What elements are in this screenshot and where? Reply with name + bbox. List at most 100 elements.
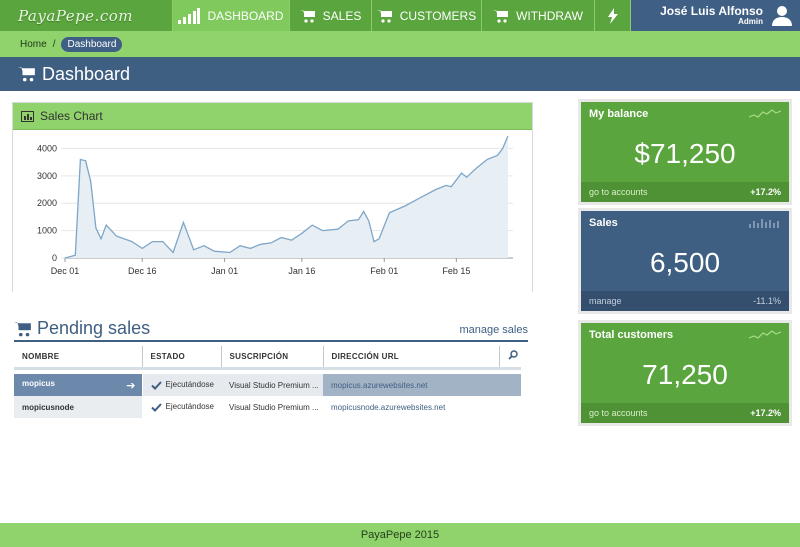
table-search-button[interactable] [498,346,521,370]
sales-card-header: Sales [581,211,789,234]
row-status: Ejecutándose [165,380,214,390]
pending-sales-table: NOMBRE ESTADO SUSCRIPCIÓN DIRECCIÓN URL … [14,346,521,418]
y-tick-label: 0 [52,253,57,263]
cart-icon [14,321,31,336]
pending-sales-title: Pending sales [37,318,151,338]
customers-card: Total customers 71,250 go to accounts +1… [578,320,792,426]
cart-icon [18,67,35,82]
column-header[interactable]: SUSCRIPCIÓN [220,346,323,370]
sales-card-title: Sales [589,216,618,229]
chart-series-line [64,135,509,259]
pending-sales-title-wrap: Pending sales [14,318,150,340]
row-name: mopicus [22,378,55,388]
customers-card-title: Total customers [589,328,674,341]
nav-dashboard[interactable]: DASHBOARD [172,0,289,31]
nav-withdraw-label: WITHDRAW [516,8,583,23]
sales-chart: 0 1000 2000 3000 4000 Dec 01 Dec 16 Jan 01 Jan 1… [13,130,532,292]
pending-sales-section: Pending sales manage sales NOMBRE ESTADO… [14,318,528,418]
x-tick-label: Feb 15 [442,266,470,276]
search-icon [507,350,518,360]
nav-customers-label: CUSTOMERS [399,8,477,23]
row-filler [499,396,521,418]
balance-card-header: My balance [581,102,789,125]
manage-sales-link[interactable]: manage sales [459,324,529,336]
table-row[interactable]: mopicus ➔ Ejecutándose Visual Studio Pre… [14,374,521,396]
sales-chart-panel: Sales Chart 0 1000 2000 3000 4000 Dec 01 Dec 1… [12,102,533,292]
check-icon [150,403,162,412]
sales-chart-header: Sales Chart [13,103,532,130]
column-header[interactable]: DIRECCIÓN URL [322,346,499,370]
table-header-row: NOMBRE ESTADO SUSCRIPCIÓN DIRECCIÓN URL [14,346,521,370]
y-tick-label: 1000 [37,226,57,236]
page-header: Dashboard [0,57,800,91]
balance-value: $71,250 [581,125,789,182]
bar-chart-icon [21,110,34,122]
cart-icon [376,9,392,23]
x-tick-label: Feb 01 [370,266,398,276]
customers-change: +17.2% [750,408,781,418]
balance-card: My balance $71,250 go to accounts +17.2% [578,99,792,205]
row-status-cell: Ejecutándose [141,396,221,418]
sparkline-icon [749,329,781,339]
nav-sales-label: SALES [322,8,362,23]
x-tick-label: Jan 16 [288,266,315,276]
row-url[interactable]: mopicus.azurewebsites.net [323,374,499,396]
page-title: Dashboard [42,63,131,84]
go-to-accounts-link[interactable]: go to accounts [589,408,648,418]
breadcrumb-separator: / [52,38,56,50]
check-icon [150,381,162,390]
footer: PayaPepe 2015 [0,523,800,547]
column-header[interactable]: ESTADO [141,346,221,370]
cart-icon [493,9,509,23]
row-subscription: Visual Studio Premium ... [221,374,323,396]
column-header[interactable]: NOMBRE [14,346,142,370]
sales-value: 6,500 [581,234,789,291]
balance-card-footer: go to accounts +17.2% [581,182,789,202]
brand-logo[interactable]: PayaPepe.com [18,6,133,25]
signal-bars-icon [178,7,201,24]
go-to-accounts-link[interactable]: go to accounts [589,187,648,197]
y-tick-label: 4000 [37,143,57,153]
bar-sparkline-icon [749,218,779,228]
sales-card-footer: manage -11.1% [581,291,789,311]
customers-card-header: Total customers [581,323,789,346]
user-avatar-icon [772,6,792,26]
sales-card: Sales 6,500 manage -11.1% [578,208,792,314]
row-url[interactable]: mopicusnode.azurewebsites.net [331,402,446,412]
nav-sales[interactable]: SALES [289,0,371,31]
breadcrumb-current: Dashboard [61,36,123,52]
row-filler [499,374,521,396]
row-name-cell[interactable]: mopicus ➔ [14,374,142,396]
arrow-right-icon: ➔ [126,379,136,392]
nav-customers[interactable]: CUSTOMERS [371,0,481,31]
y-tick-label: 3000 [37,171,57,181]
x-tick-label: Dec 01 [51,266,80,276]
row-name-cell[interactable]: mopicusnode [14,396,142,418]
x-tick-label: Jan 01 [211,266,238,276]
sparkline-icon [749,108,781,118]
breadcrumb: Home / Dashboard [0,31,800,57]
balance-change: +17.2% [750,187,781,197]
sales-chart-title: Sales Chart [40,109,103,123]
manage-link[interactable]: manage [589,296,622,306]
nav-quick-action[interactable] [594,0,631,31]
row-status-cell: Ejecutándose [141,374,221,396]
user-name: José Luis Alfonso [660,4,763,18]
balance-card-title: My balance [589,107,649,120]
chart-area-fill [65,136,508,258]
user-role: Admin [738,17,763,26]
row-name: mopicusnode [22,402,75,412]
lightning-icon [607,7,618,24]
cart-icon [299,9,315,23]
breadcrumb-home[interactable]: Home [20,38,47,50]
row-subscription: Visual Studio Premium ... [229,402,319,412]
x-tick-label: Dec 16 [128,266,157,276]
user-menu[interactable]: José Luis Alfonso Admin [631,0,800,31]
sales-change: -11.1% [753,296,781,306]
nav-dashboard-label: DASHBOARD [207,8,284,23]
pending-sales-header: Pending sales manage sales [14,318,528,342]
nav-withdraw[interactable]: WITHDRAW [481,0,594,31]
table-row[interactable]: mopicusnode Ejecutándose Visual Studio P… [14,396,521,418]
y-tick-label: 2000 [37,198,57,208]
customers-card-footer: go to accounts +17.2% [581,403,789,423]
